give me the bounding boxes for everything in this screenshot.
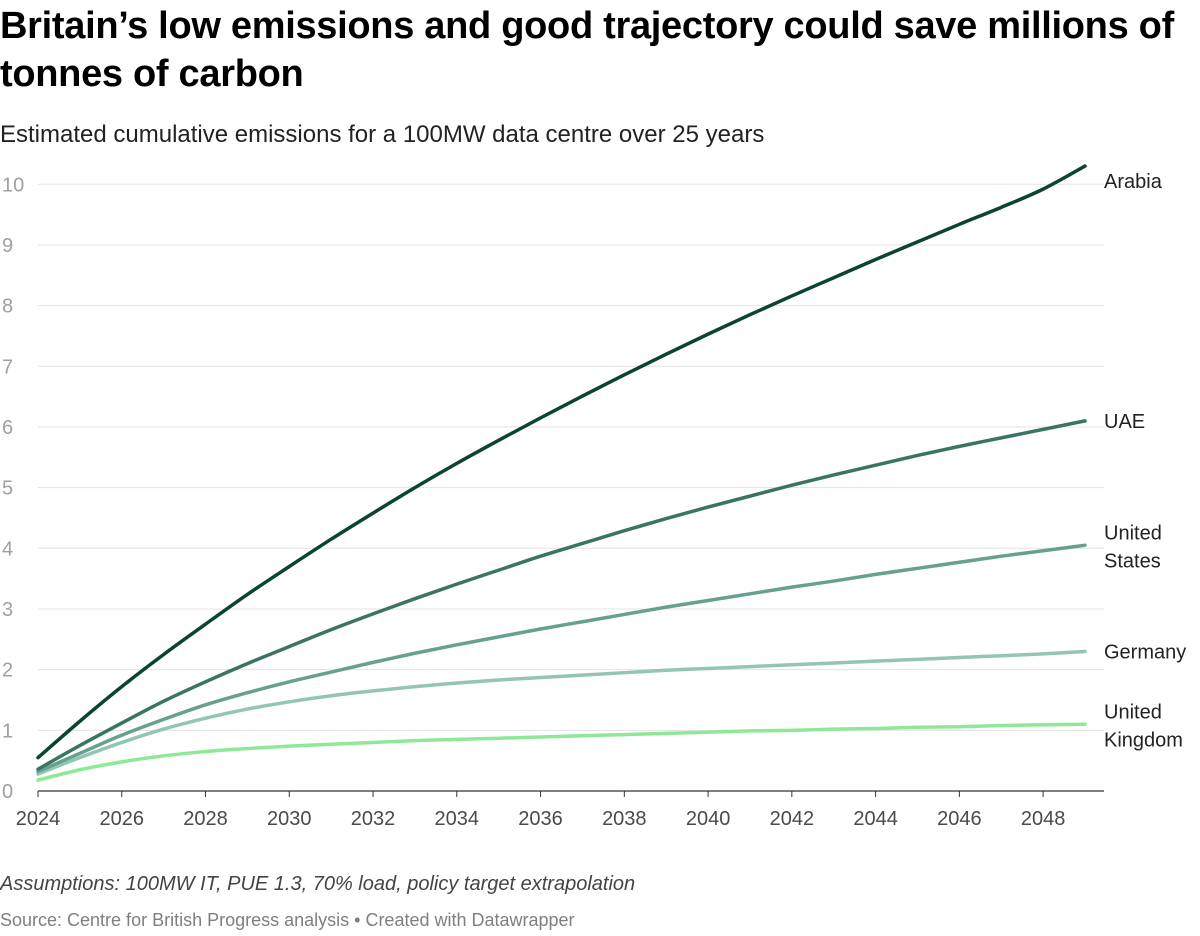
- series-label-united-kingdom-line-1: United: [1104, 701, 1162, 723]
- x-tick-label-2032: 2032: [351, 808, 396, 830]
- x-tick-label-2028: 2028: [183, 808, 228, 830]
- y-tick-label-5: 5: [2, 478, 13, 500]
- gridlines: [38, 183, 1104, 731]
- series-line-united-states: [36, 543, 1087, 774]
- series-label-saudi-arabia-line-1: Saudi: [1104, 160, 1155, 165]
- y-tick-label-6: 6: [2, 417, 13, 439]
- chart-title: Britain’s low emissions and good traject…: [0, 5, 1174, 95]
- x-tick-label-2038: 2038: [602, 808, 647, 830]
- source-credit: Source: Centre for British Progress anal…: [0, 910, 575, 930]
- series-line-germany: [36, 649, 1087, 776]
- y-tick-label-2: 2: [2, 660, 13, 682]
- series-line-saudi-arabia: [36, 164, 1087, 760]
- x-tick-label-2024: 2024: [16, 808, 61, 830]
- x-tick-label-2044: 2044: [853, 808, 898, 830]
- y-tick-label-3: 3: [2, 599, 13, 621]
- y-tick-label-1: 1: [2, 720, 13, 742]
- series-end-labels: Saudi Arabia UAE United States Germany United K…: [1104, 160, 1186, 751]
- x-tick-label-2048: 2048: [1021, 808, 1066, 830]
- series-label-germany-line-1: Germany: [1104, 641, 1186, 663]
- axes: 0 1 2 3 4 5 6 7 8 9 10 2024 2026 2028 2030 2032 2034 2036…: [2, 174, 1104, 830]
- x-tick-label-2042: 2042: [770, 808, 815, 830]
- y-tick-label-8: 8: [2, 296, 13, 318]
- x-tick-label-2030: 2030: [267, 808, 312, 830]
- series-label-united-kingdom-line-2: Kingdom: [1104, 729, 1183, 751]
- series-label-united-states-line-2: States: [1104, 550, 1161, 572]
- series-label-saudi-arabia-line-2: Arabia: [1104, 171, 1163, 193]
- y-tick-label-10: 10: [2, 174, 24, 196]
- assumptions-note: Assumptions: 100MW IT, PUE 1.3, 70% load…: [0, 873, 636, 895]
- series-line-uae: [36, 419, 1087, 771]
- series-label-united-states-line-1: United: [1104, 522, 1162, 544]
- series-line-united-kingdom: [36, 722, 1087, 782]
- chart-subtitle: Estimated cumulative emissions for a 100…: [0, 121, 765, 148]
- x-tick-label-2026: 2026: [100, 808, 145, 830]
- y-tick-label-4: 4: [2, 538, 13, 560]
- y-tick-label-7: 7: [2, 356, 13, 378]
- series-label-uae-line-1: UAE: [1104, 411, 1145, 433]
- y-tick-label-9: 9: [2, 235, 13, 257]
- line-chart: 0 1 2 3 4 5 6 7 8 9 10 2024 2026 2028 2030 2032 2034 2036…: [2, 160, 1186, 830]
- x-tick-label-2040: 2040: [686, 808, 731, 830]
- y-tick-label-0: 0: [2, 781, 13, 803]
- series-lines: [36, 164, 1087, 782]
- x-tick-label-2046: 2046: [937, 808, 982, 830]
- x-tick-label-2034: 2034: [435, 808, 480, 830]
- x-tick-label-2036: 2036: [518, 808, 563, 830]
